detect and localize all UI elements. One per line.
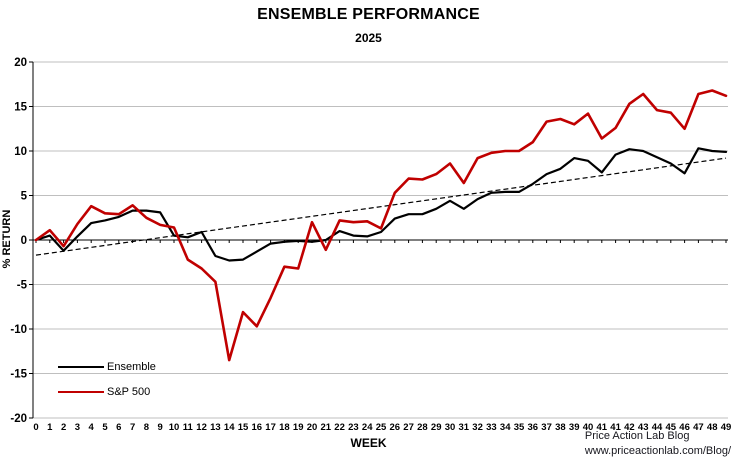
x-tick-label: 7	[130, 422, 135, 433]
x-axis-title: WEEK	[350, 436, 387, 450]
credits: Price Action Lab Blog www.priceactionlab…	[585, 429, 731, 459]
legend-label-sp500: S&P 500	[107, 386, 151, 398]
chart-title: ENSEMBLE PERFORMANCE	[257, 6, 480, 23]
trendline-dashed	[35, 157, 727, 256]
x-tick-label: 44	[652, 422, 663, 433]
x-tick-label: 31	[459, 422, 470, 433]
x-tick-label: 21	[321, 422, 332, 433]
x-tick-label: 9	[158, 422, 163, 433]
x-tick-label: 33	[486, 422, 497, 433]
y-tick-label: -20	[10, 413, 27, 425]
x-tick-label: 19	[293, 422, 304, 433]
x-tick-label: 8	[144, 422, 149, 433]
x-tick-label: 47	[693, 422, 704, 433]
x-tick-label: 45	[666, 422, 677, 433]
x-tick-label: 26	[390, 422, 401, 433]
y-tick-label: 20	[14, 57, 27, 69]
x-tick-label: 46	[679, 422, 690, 433]
x-tick-label: 24	[362, 422, 373, 433]
x-tick-label: 41	[610, 422, 621, 433]
x-tick-label: 13	[210, 422, 221, 433]
x-tick-label: 41	[597, 422, 608, 433]
x-tick-label: 38	[555, 422, 566, 433]
x-tick-label: 43	[638, 422, 649, 433]
y-tick-label: -15	[10, 369, 27, 381]
series-line-s-p-500	[34, 89, 728, 362]
credits-blog-url: www.priceactionlab.com/Blog/	[584, 445, 731, 457]
x-tick-label: 3	[75, 422, 80, 433]
x-tick-label: 18	[279, 422, 290, 433]
x-tick-label: 32	[472, 422, 483, 433]
x-tick-label: 0	[33, 422, 38, 433]
y-tick-label: 10	[14, 146, 27, 158]
x-tick-label: 11	[183, 422, 194, 433]
x-tick-label: 40	[583, 422, 594, 433]
x-tick-label: 27	[403, 422, 414, 433]
x-tick-label: 36	[528, 422, 539, 433]
x-tick-label: 30	[445, 422, 456, 433]
x-tick-label: 25	[376, 422, 387, 433]
x-tick-label: 39	[569, 422, 580, 433]
credits-blog-name: Price Action Lab Blog	[584, 430, 690, 442]
x-tick-label: 37	[541, 422, 552, 433]
x-tick-label: 12	[196, 422, 207, 433]
x-tick-label: 17	[265, 422, 276, 433]
x-tick-label: 34	[500, 422, 511, 433]
x-tick-label: 29	[431, 422, 442, 433]
y-tick-label: -5	[17, 280, 28, 292]
series-line-ensemble	[34, 147, 728, 262]
legend-item-ensemble: Ensemble	[58, 360, 156, 374]
x-tick-label: 42	[624, 422, 635, 433]
x-tick-label: 4	[89, 422, 95, 433]
legend-label-ensemble: Ensemble	[107, 361, 156, 373]
y-tick-label: 0	[21, 235, 27, 247]
x-tick-label: 1	[47, 422, 53, 433]
x-tick-label: 22	[334, 422, 345, 433]
y-tick-label: -10	[10, 324, 27, 336]
x-tick-label: 23	[348, 422, 359, 433]
y-tick-label: 15	[14, 102, 27, 114]
chart-subtitle: 2025	[355, 31, 382, 45]
x-tick-label: 49	[721, 422, 732, 433]
x-tick-label: 14	[224, 422, 235, 433]
legend: Ensemble S&P 500	[58, 360, 156, 410]
x-tick-label: 28	[417, 422, 428, 433]
legend-item-sp500: S&P 500	[58, 385, 156, 399]
x-tick-label: 10	[169, 422, 180, 433]
sp500-line-swatch	[58, 391, 104, 393]
x-tick-label: 2	[61, 422, 66, 433]
x-tick-label: 20	[307, 422, 318, 433]
x-tick-label: 48	[707, 422, 718, 433]
x-tick-label: 35	[514, 422, 525, 433]
x-tick-label: 15	[238, 422, 249, 433]
y-axis-title: % RETURN	[1, 209, 13, 269]
y-tick-label: 5	[21, 191, 28, 203]
x-tick-label: 16	[252, 422, 263, 433]
x-tick-label: 5	[102, 422, 108, 433]
ensemble-line-swatch	[58, 366, 104, 368]
x-tick-label: 6	[116, 422, 121, 433]
